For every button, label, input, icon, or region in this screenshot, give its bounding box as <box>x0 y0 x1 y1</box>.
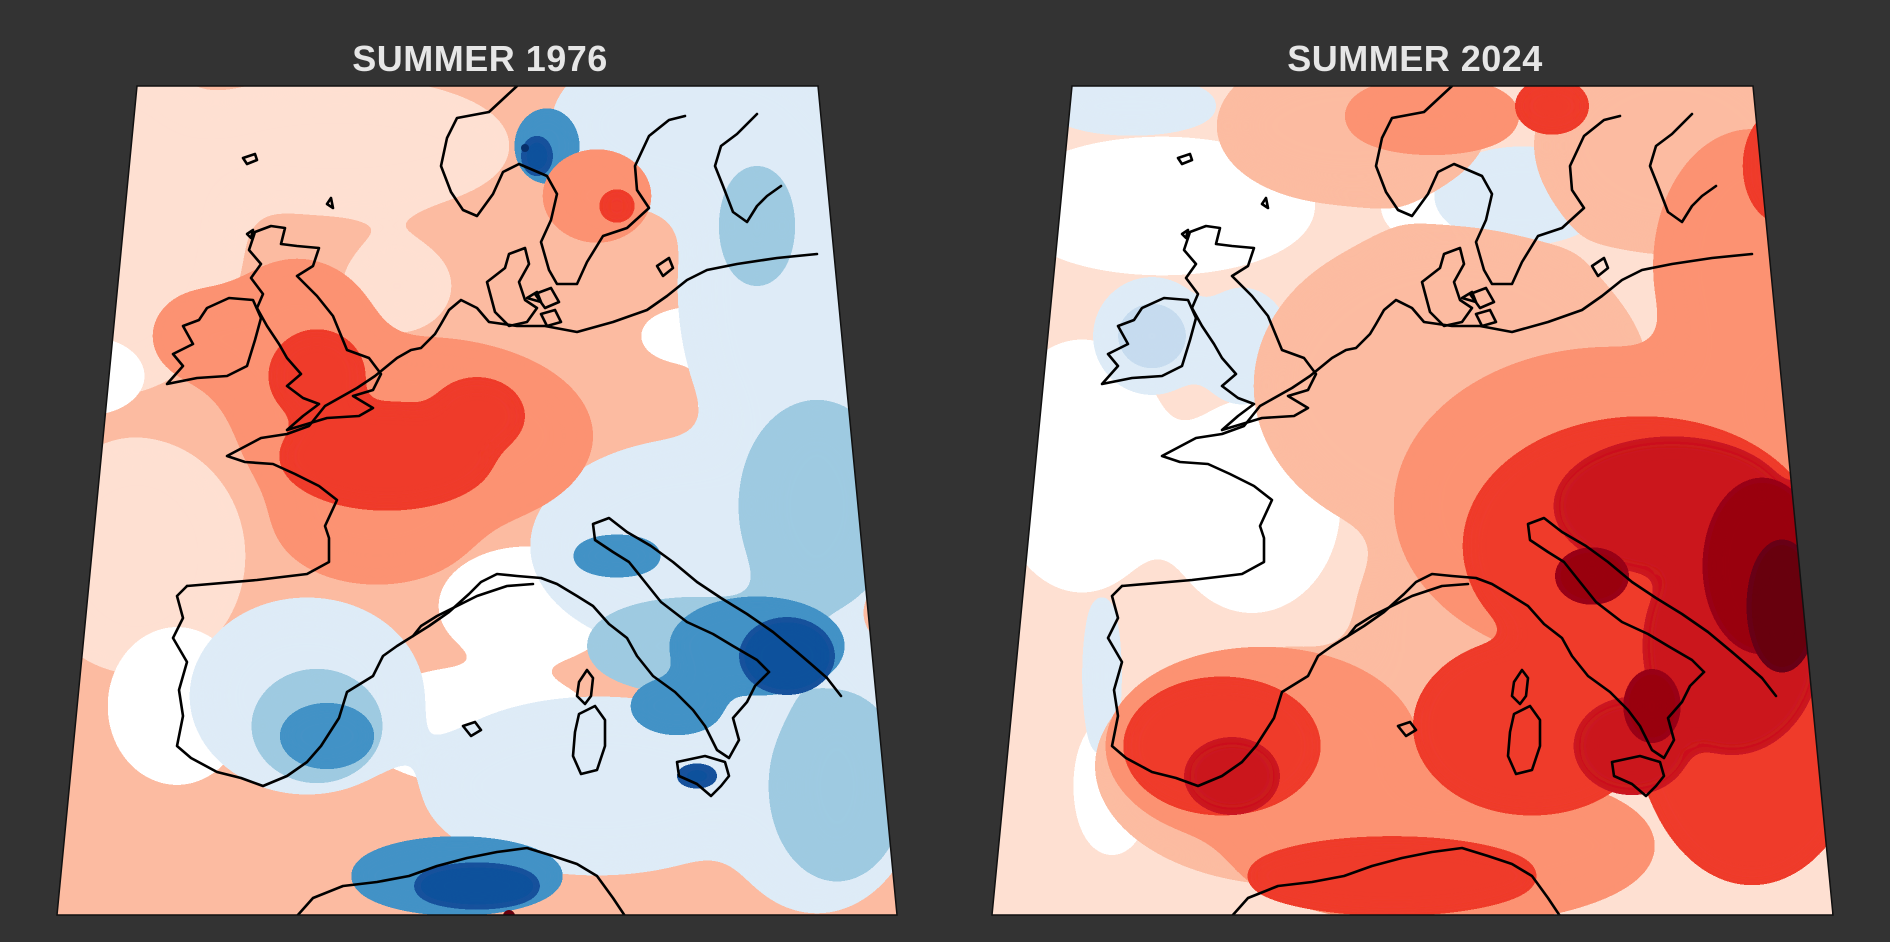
map-1976-frame <box>56 85 898 916</box>
map-1976 <box>57 86 897 915</box>
panel-title-1976: SUMMER 1976 <box>352 38 608 79</box>
map-2024 <box>992 86 1833 915</box>
map-2024-frame <box>991 85 1834 916</box>
panel-title-2024: SUMMER 2024 <box>1287 38 1543 79</box>
